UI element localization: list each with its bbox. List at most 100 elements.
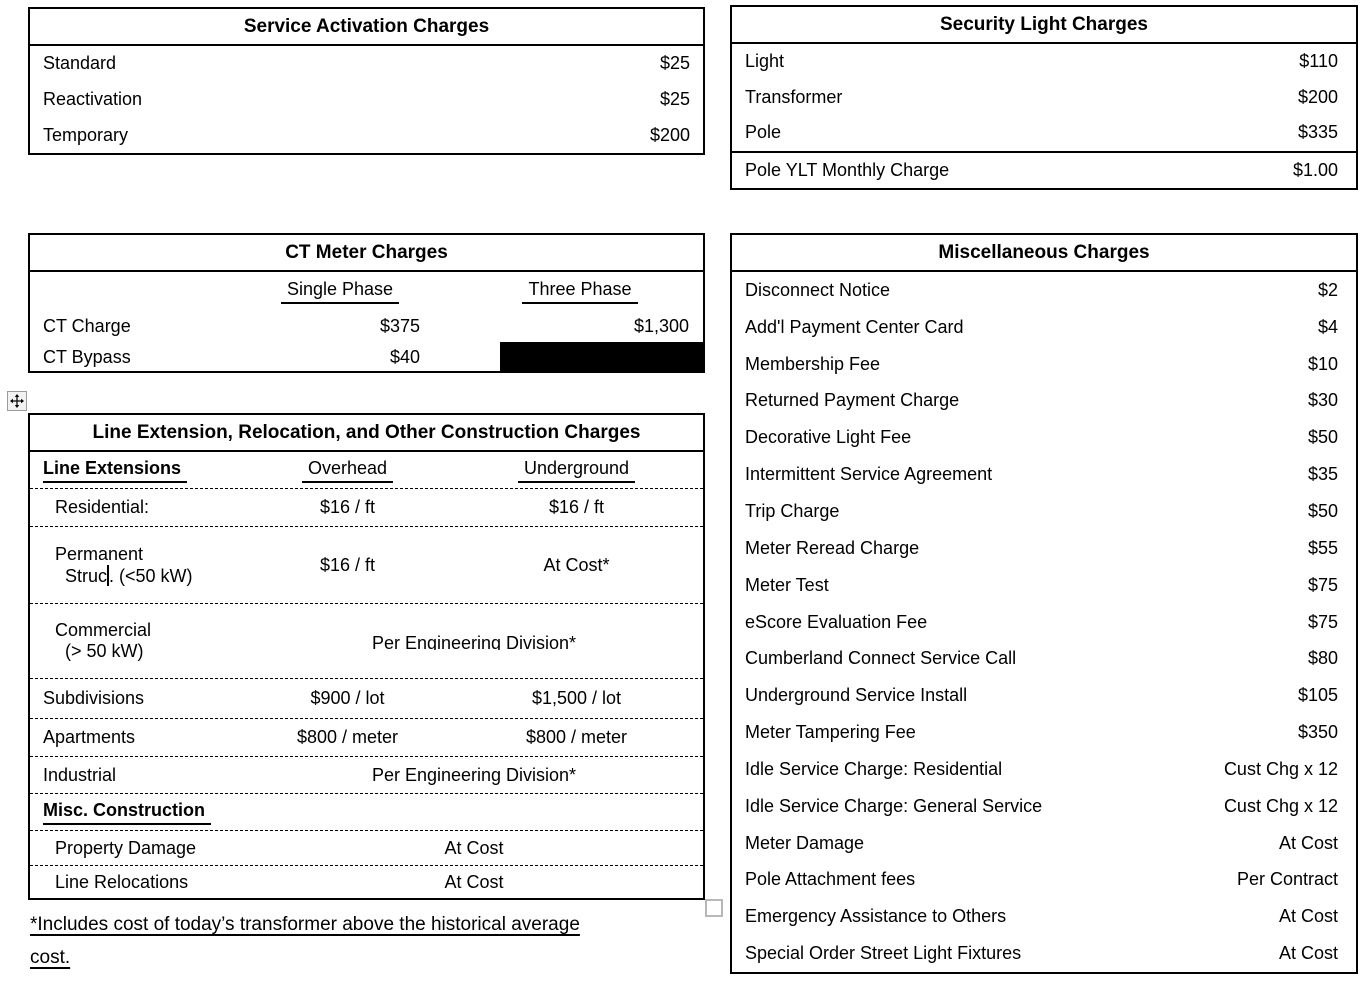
table-row: Decorative Light Fee $50 [732,419,1356,456]
underground-value: At Cost* [543,554,610,575]
line-extensions-header-row: Line Extensions Overhead Underground [30,452,703,489]
table-row: Intermittent Service Agreement $35 [732,456,1356,493]
footnote-line1: *Includes cost of today’s transformer ab… [30,914,580,935]
single-phase-value: $375 [379,315,420,336]
overhead-value: $16 / ft [319,497,376,517]
row-label: Meter Damage [745,832,865,853]
line-extension-table: Line Extension, Relocation, and Other Co… [28,413,705,900]
service-activation-table: Service Activation Charges Standard $25 … [28,7,705,155]
row-label: Reactivation [43,89,143,109]
row-value: At Cost [1278,906,1338,927]
table-row: Idle Service Charge: Residential Cust Chg… [732,751,1356,788]
table-row: Special Order Street Light Fixtures At Co… [732,935,1356,972]
row-label: Idle Service Charge: General Service [745,795,1043,816]
section-header-misc-construction: Misc. Construction [30,800,245,825]
row-value: $50 [1307,500,1338,521]
row-label: Trip Charge [745,500,840,521]
row-value: $50 [1307,427,1338,448]
row-label-line1: Commercial [55,620,152,640]
row-value: $80 [1307,648,1338,669]
table-row: Add'l Payment Center Card $4 [732,309,1356,346]
miscellaneous-charges-table: Miscellaneous Charges Disconnect Notice $… [730,233,1358,974]
row-value: $1.00 [1292,159,1338,180]
row-value: $25 [659,53,690,74]
table-row: Transformer $200 [732,80,1356,116]
table-row-permanent-structure: Permanent Struc. (<50 kW) $16 / ft At Co… [30,527,703,604]
row-value: At Cost [1278,832,1338,853]
row-value: $75 [1307,574,1338,595]
row-label: Intermittent Service Agreement [745,464,993,485]
row-label: Light [745,51,785,72]
three-phase-value: $1,300 [633,315,689,336]
table-row: Standard $25 [30,46,703,82]
table-row: Returned Payment Charge $30 [732,383,1356,420]
table-row-subdivisions: Subdivisions $900 / lot $1,500 / lot [30,679,703,719]
table-row-apartments: Apartments $800 / meter $800 / meter [30,719,703,757]
row-label-line2: Struc. (<50 kW) [65,564,193,586]
table-move-handle[interactable] [7,391,27,411]
underground-value: $1,500 / lot [531,688,622,708]
redacted-cell [500,342,703,371]
table-row-residential: Residential: $16 / ft $16 / ft [30,489,703,527]
row-label: Special Order Street Light Fixtures [745,943,1022,964]
row-value: $35 [1307,464,1338,485]
row-label: Standard [43,53,117,74]
section-header-line-extensions: Line Extensions [30,458,245,483]
row-label: Meter Reread Charge [745,537,920,558]
column-header-three-phase: Three Phase [475,279,685,304]
overhead-value: $800 / meter [296,727,399,747]
footnote: *Includes cost of today’s transformer ab… [30,908,690,974]
merged-value: At Cost [444,837,504,858]
row-value: $55 [1307,537,1338,558]
row-label-line1: Permanent [55,543,144,564]
row-value: $4 [1317,316,1338,337]
row-label: Underground Service Install [745,685,968,706]
row-label: Pole [745,122,782,143]
service-activation-rows: Standard $25 Reactivation $25 Temporary … [30,46,703,153]
miscellaneous-charges-rows: Disconnect Notice $2 Add'l Payment Center… [732,272,1356,972]
row-value: $105 [1297,685,1338,706]
row-label: Transformer [745,86,843,107]
table-row: Idle Service Charge: General Service Cust… [732,788,1356,825]
ct-meter-title: CT Meter Charges [30,235,703,272]
row-value: $200 [649,124,690,145]
row-value: At Cost [1278,943,1338,964]
row-label: Membership Fee [745,353,881,374]
table-row: Disconnect Notice $2 [732,272,1356,309]
row-value: $350 [1297,722,1338,743]
row-label: Subdivisions [43,688,145,708]
row-label: Meter Tampering Fee [745,722,916,743]
table-row: eScore Evaluation Fee $75 [732,604,1356,641]
row-label: Meter Test [745,574,829,595]
single-phase-value: $40 [389,347,420,367]
table-row: Temporary $200 [30,117,703,153]
footnote-line2: cost. [30,947,71,968]
merged-value-clipped: Per Engineering Division* [371,632,577,650]
miscellaneous-charges-title: Miscellaneous Charges [732,235,1356,272]
table-row: CT Charge $375 $1,300 [30,310,703,342]
row-label: Residential: [55,497,150,517]
row-value: $335 [1297,122,1338,143]
row-label: Industrial [43,764,117,785]
table-row: Emergency Assistance to Others At Cost [732,898,1356,935]
line-extension-title: Line Extension, Relocation, and Other Co… [30,415,703,452]
row-label: CT Charge [43,315,131,336]
table-row: Reactivation $25 [30,82,703,118]
move-cross-icon [10,394,24,408]
ct-meter-column-headers: Single Phase Three Phase [30,272,703,310]
table-row: Light $110 [732,44,1356,80]
service-activation-title: Service Activation Charges [30,9,703,46]
table-row: Meter Tampering Fee $350 [732,714,1356,751]
row-label: Apartments [43,727,136,747]
table-resize-handle[interactable] [705,899,723,917]
overhead-value: $900 / lot [310,688,385,708]
ct-meter-table: CT Meter Charges Single Phase Three Phas… [28,233,705,373]
row-label: eScore Evaluation Fee [745,611,928,632]
row-label: Commercial (> 50 kW) [30,620,245,662]
row-value: $2 [1317,279,1338,300]
table-row-industrial: Industrial Per Engineering Division* [30,757,703,794]
row-value: $10 [1307,353,1338,374]
row-label: Add'l Payment Center Card [745,316,964,337]
column-header-overhead: Overhead [245,458,450,483]
